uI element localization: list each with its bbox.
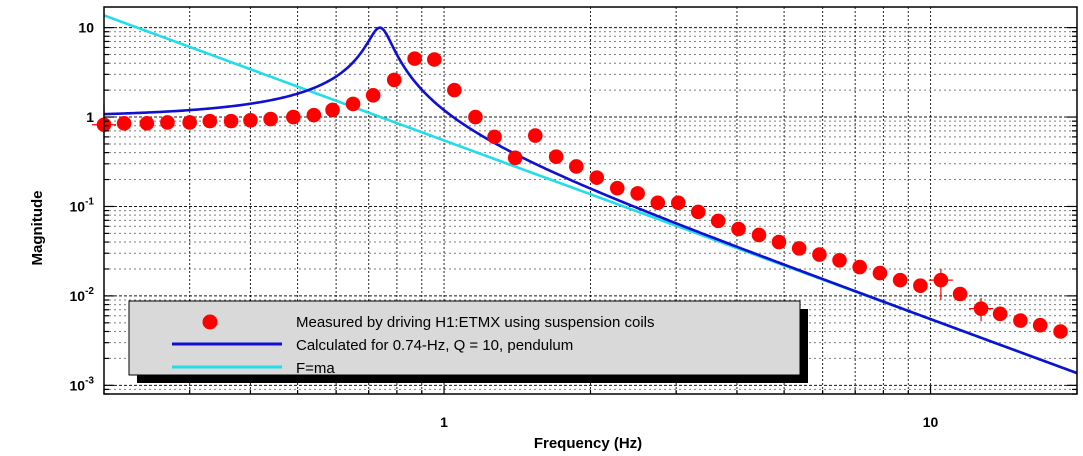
data-point	[447, 82, 462, 98]
data-point	[973, 301, 989, 316]
data-point	[243, 112, 258, 128]
x-tick-label: 10	[923, 414, 939, 430]
data-point	[139, 116, 155, 131]
measured-markers	[92, 51, 1068, 339]
data-point	[992, 306, 1008, 322]
data-point	[1013, 313, 1028, 328]
data-point	[223, 113, 239, 129]
data-point	[548, 149, 564, 165]
legend-label-calculated: Calculated for 0.74-Hz, Q = 10, pendulum	[296, 337, 573, 354]
data-point	[487, 129, 502, 145]
calculated-line	[103, 26, 1078, 375]
data-point	[771, 234, 787, 250]
data-point	[182, 115, 197, 130]
data-point	[609, 180, 625, 196]
data-point	[872, 265, 888, 281]
data-point	[892, 272, 908, 288]
data-point	[507, 150, 523, 166]
data-point	[160, 115, 175, 130]
data-point	[306, 107, 322, 123]
data-point	[933, 272, 949, 288]
tick-labels: 1 10 10 1 10-1 10-2 10-3	[70, 20, 939, 430]
data-point	[812, 247, 827, 262]
data-point	[427, 52, 442, 67]
data-point	[670, 195, 686, 211]
data-point	[468, 109, 483, 125]
data-point	[690, 204, 706, 220]
data-point	[913, 278, 928, 294]
data-point	[345, 96, 361, 112]
data-point	[1032, 317, 1048, 333]
legend: Measured by driving H1:ETMX using suspen…	[128, 300, 808, 383]
data-point	[731, 221, 746, 237]
data-point	[527, 128, 543, 143]
y-axis-title: Magnitude	[29, 191, 46, 266]
data-point	[116, 116, 132, 131]
data-point	[202, 113, 218, 129]
y-tick-label: 10	[78, 20, 94, 36]
data-point	[569, 159, 584, 174]
series-curves	[103, 14, 1078, 375]
data-point	[365, 88, 381, 103]
data-point	[263, 111, 278, 127]
legend-box	[128, 300, 801, 376]
data-point	[386, 72, 402, 88]
y-tick-label: 10-3	[70, 375, 95, 393]
data-point	[791, 241, 807, 256]
legend-label-fma: F=ma	[296, 360, 335, 377]
data-point	[852, 259, 867, 275]
legend-marker-measured	[202, 314, 218, 330]
data-point	[589, 170, 605, 185]
x-axis-title: Frequency (Hz)	[534, 435, 642, 452]
data-point	[832, 253, 847, 268]
data-point	[630, 186, 645, 201]
data-point	[286, 109, 301, 125]
data-point	[1053, 324, 1068, 339]
data-point	[751, 227, 767, 243]
data-point	[407, 51, 422, 66]
y-tick-label: 10-2	[70, 286, 95, 304]
data-point	[710, 213, 726, 229]
data-point	[325, 102, 340, 118]
legend-label-measured: Measured by driving H1:ETMX using suspen…	[296, 314, 655, 331]
y-tick-label: 10-1	[70, 196, 95, 214]
x-tick-label: 1	[440, 414, 448, 430]
data-point	[952, 286, 968, 302]
y-tick-label: 1	[86, 109, 94, 125]
plot-frame	[103, 6, 1078, 395]
data-point	[650, 195, 666, 211]
